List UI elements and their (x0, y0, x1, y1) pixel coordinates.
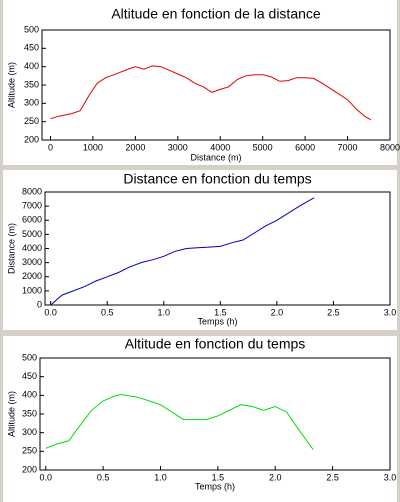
x-tick-label: 1.5 (214, 307, 227, 317)
data-line (50, 197, 315, 306)
panel (3, 0, 397, 165)
plot-frame (44, 191, 391, 306)
panel (3, 170, 397, 330)
y-tick-label: 200 (24, 134, 39, 144)
y-tick-label: 4000 (22, 243, 42, 253)
x-tick-label: 2.5 (326, 472, 339, 482)
data-line (45, 394, 314, 450)
chart-title: Distance en fonction du temps (123, 171, 311, 187)
x-tick-label: 2000 (125, 142, 145, 152)
x-tick-label: 1000 (83, 142, 103, 152)
x-tick-label: 1.0 (158, 307, 171, 317)
y-tick-label: 450 (24, 43, 39, 53)
y-axis-label: Altitude (m) (6, 391, 16, 437)
y-tick-label: 350 (24, 79, 39, 89)
y-tick-label: 400 (24, 61, 39, 71)
y-axis-label: Altitude (m) (6, 62, 16, 108)
x-tick-label: 3000 (168, 142, 188, 152)
x-tick-label: 0.0 (39, 472, 52, 482)
y-tick-label: 2000 (22, 271, 42, 281)
x-tick-label: 4000 (210, 142, 230, 152)
x-tick-label: 5000 (253, 142, 273, 152)
y-tick-label: 350 (22, 408, 37, 418)
x-tick-label: 0.5 (97, 472, 110, 482)
x-tick-label: 0 (48, 142, 53, 152)
x-tick-label: 7000 (338, 142, 358, 152)
x-tick-label: 8000 (380, 142, 400, 152)
x-tick-label: 0.5 (101, 307, 114, 317)
y-tick-label: 450 (22, 371, 37, 381)
y-tick-label: 500 (24, 24, 39, 34)
chart-title: Altitude en fonction du temps (125, 336, 306, 352)
chart-title: Altitude en fonction de la distance (111, 6, 321, 22)
y-tick-label: 200 (22, 464, 37, 474)
y-tick-label: 400 (22, 390, 37, 400)
x-tick-label: 3.0 (384, 472, 397, 482)
data-line (50, 65, 372, 121)
x-axis-label: Temps (h) (195, 481, 235, 491)
panel (3, 336, 397, 502)
y-axis-label: Distance (m) (6, 223, 16, 274)
x-axis-label: Distance (m) (190, 152, 241, 162)
x-tick-label: 3.0 (384, 307, 397, 317)
x-axis-label: Temps (h) (197, 316, 237, 326)
x-tick-label: 0.0 (44, 307, 57, 317)
y-tick-label: 8000 (22, 186, 42, 196)
y-tick-label: 300 (24, 98, 39, 108)
plot-frame (41, 29, 391, 141)
x-tick-label: 1.5 (212, 472, 225, 482)
x-tick-label: 2.0 (271, 307, 284, 317)
x-tick-label: 6000 (295, 142, 315, 152)
y-tick-label: 0 (37, 299, 42, 309)
y-tick-label: 250 (24, 116, 39, 126)
x-tick-label: 2.0 (269, 472, 282, 482)
y-tick-label: 3000 (22, 257, 42, 267)
plot-frame (39, 357, 391, 471)
x-tick-label: 1.0 (154, 472, 167, 482)
x-tick-label: 2.5 (327, 307, 340, 317)
y-tick-label: 1000 (22, 285, 42, 295)
y-tick-label: 250 (22, 446, 37, 456)
y-tick-label: 500 (22, 352, 37, 362)
y-tick-label: 6000 (22, 215, 42, 225)
y-tick-label: 7000 (22, 201, 42, 211)
y-tick-label: 5000 (22, 229, 42, 239)
y-tick-label: 300 (22, 427, 37, 437)
